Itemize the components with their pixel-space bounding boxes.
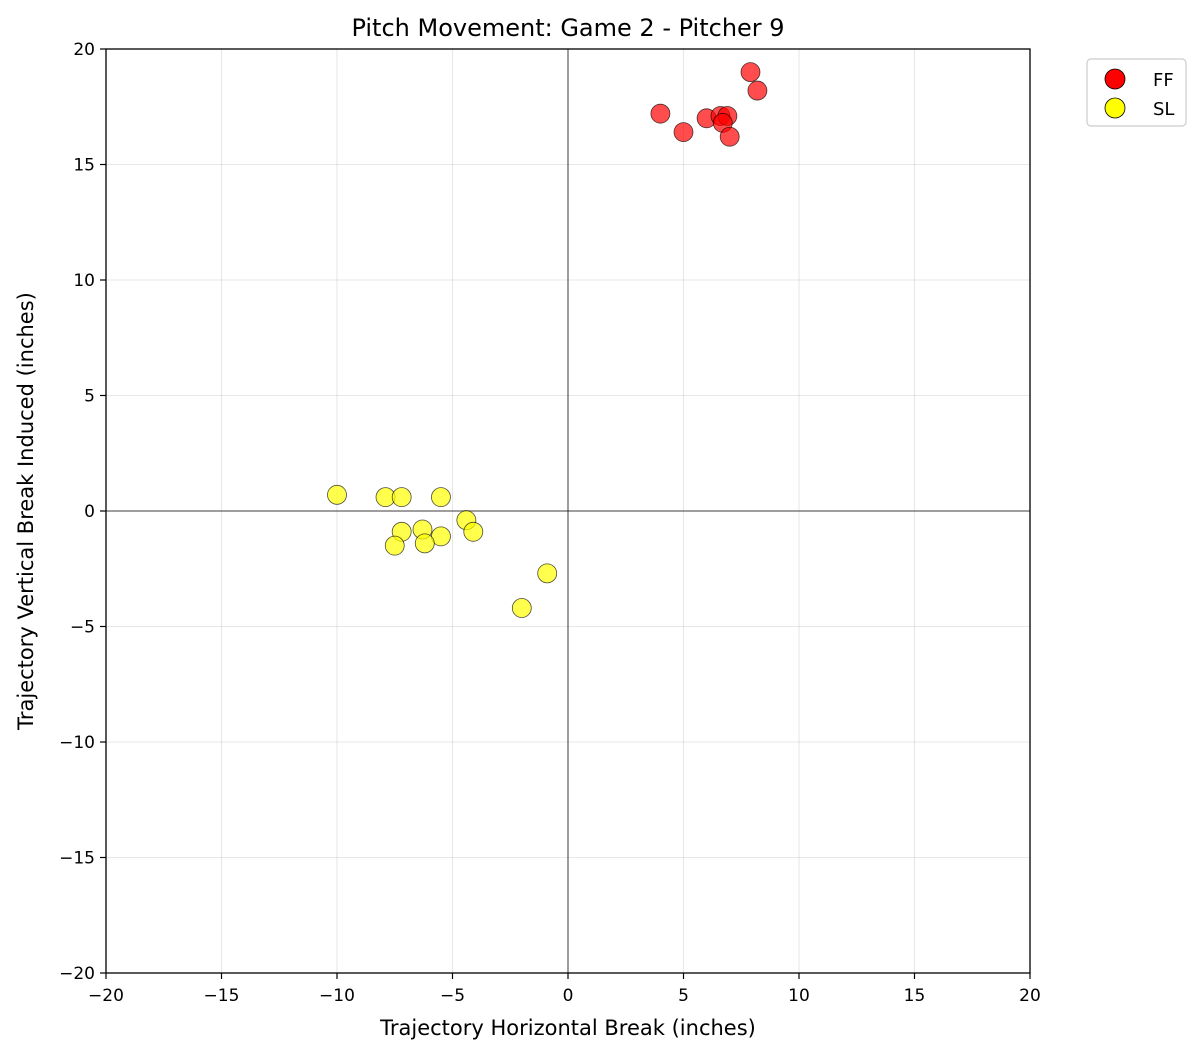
y-tick-label: −5 [70,618,95,638]
y-tick-label: 0 [84,502,95,522]
point-sl [537,563,558,584]
legend-label-ff: FF [1153,70,1174,91]
point-sl [431,487,451,508]
legend: FF SL [1086,58,1187,127]
point-sl [511,598,532,618]
x-axis-ticks: −20 −15 −10 −5 0 5 10 15 20 [88,973,1041,1006]
y-tick-label: 15 [73,156,95,176]
y-tick-label: −10 [59,733,95,753]
y-tick-label: 10 [73,271,95,291]
y-axis-label: Trajectory Vertical Break Induced (inche… [14,292,38,731]
x-tick-label: 20 [1019,986,1041,1006]
x-tick-label: −15 [204,986,240,1006]
legend-marker-sl [1104,97,1126,119]
zero-lines [106,49,1030,973]
point-sl [463,521,484,542]
y-axis-ticks: −20 −15 −10 −5 0 5 10 15 20 [59,40,106,984]
point-sl [414,533,435,554]
point-ff [740,62,761,82]
x-tick-label: −20 [88,986,124,1006]
y-tick-label: 20 [73,40,95,60]
y-tick-label: 5 [84,387,95,407]
x-tick-label: 15 [904,986,926,1006]
chart-title: Pitch Movement: Game 2 - Pitcher 9 [351,14,784,42]
point-ff [747,80,768,101]
point-ff [650,103,671,124]
x-tick-label: 5 [678,986,689,1006]
x-tick-label: 0 [563,986,574,1006]
point-sl [391,487,412,508]
point-sl [384,535,405,556]
data-points [327,62,768,618]
x-axis-label: Trajectory Horizontal Break (inches) [379,1016,756,1040]
legend-marker-ff [1104,68,1126,90]
x-tick-label: −10 [319,986,355,1006]
y-tick-label: −20 [59,964,95,984]
point-ff [673,122,694,143]
point-sl [327,484,347,505]
point-ff [719,126,740,147]
legend-label-sl: SL [1153,99,1174,120]
y-tick-label: −15 [59,849,95,869]
x-tick-label: −5 [440,986,465,1006]
x-tick-label: 10 [788,986,810,1006]
